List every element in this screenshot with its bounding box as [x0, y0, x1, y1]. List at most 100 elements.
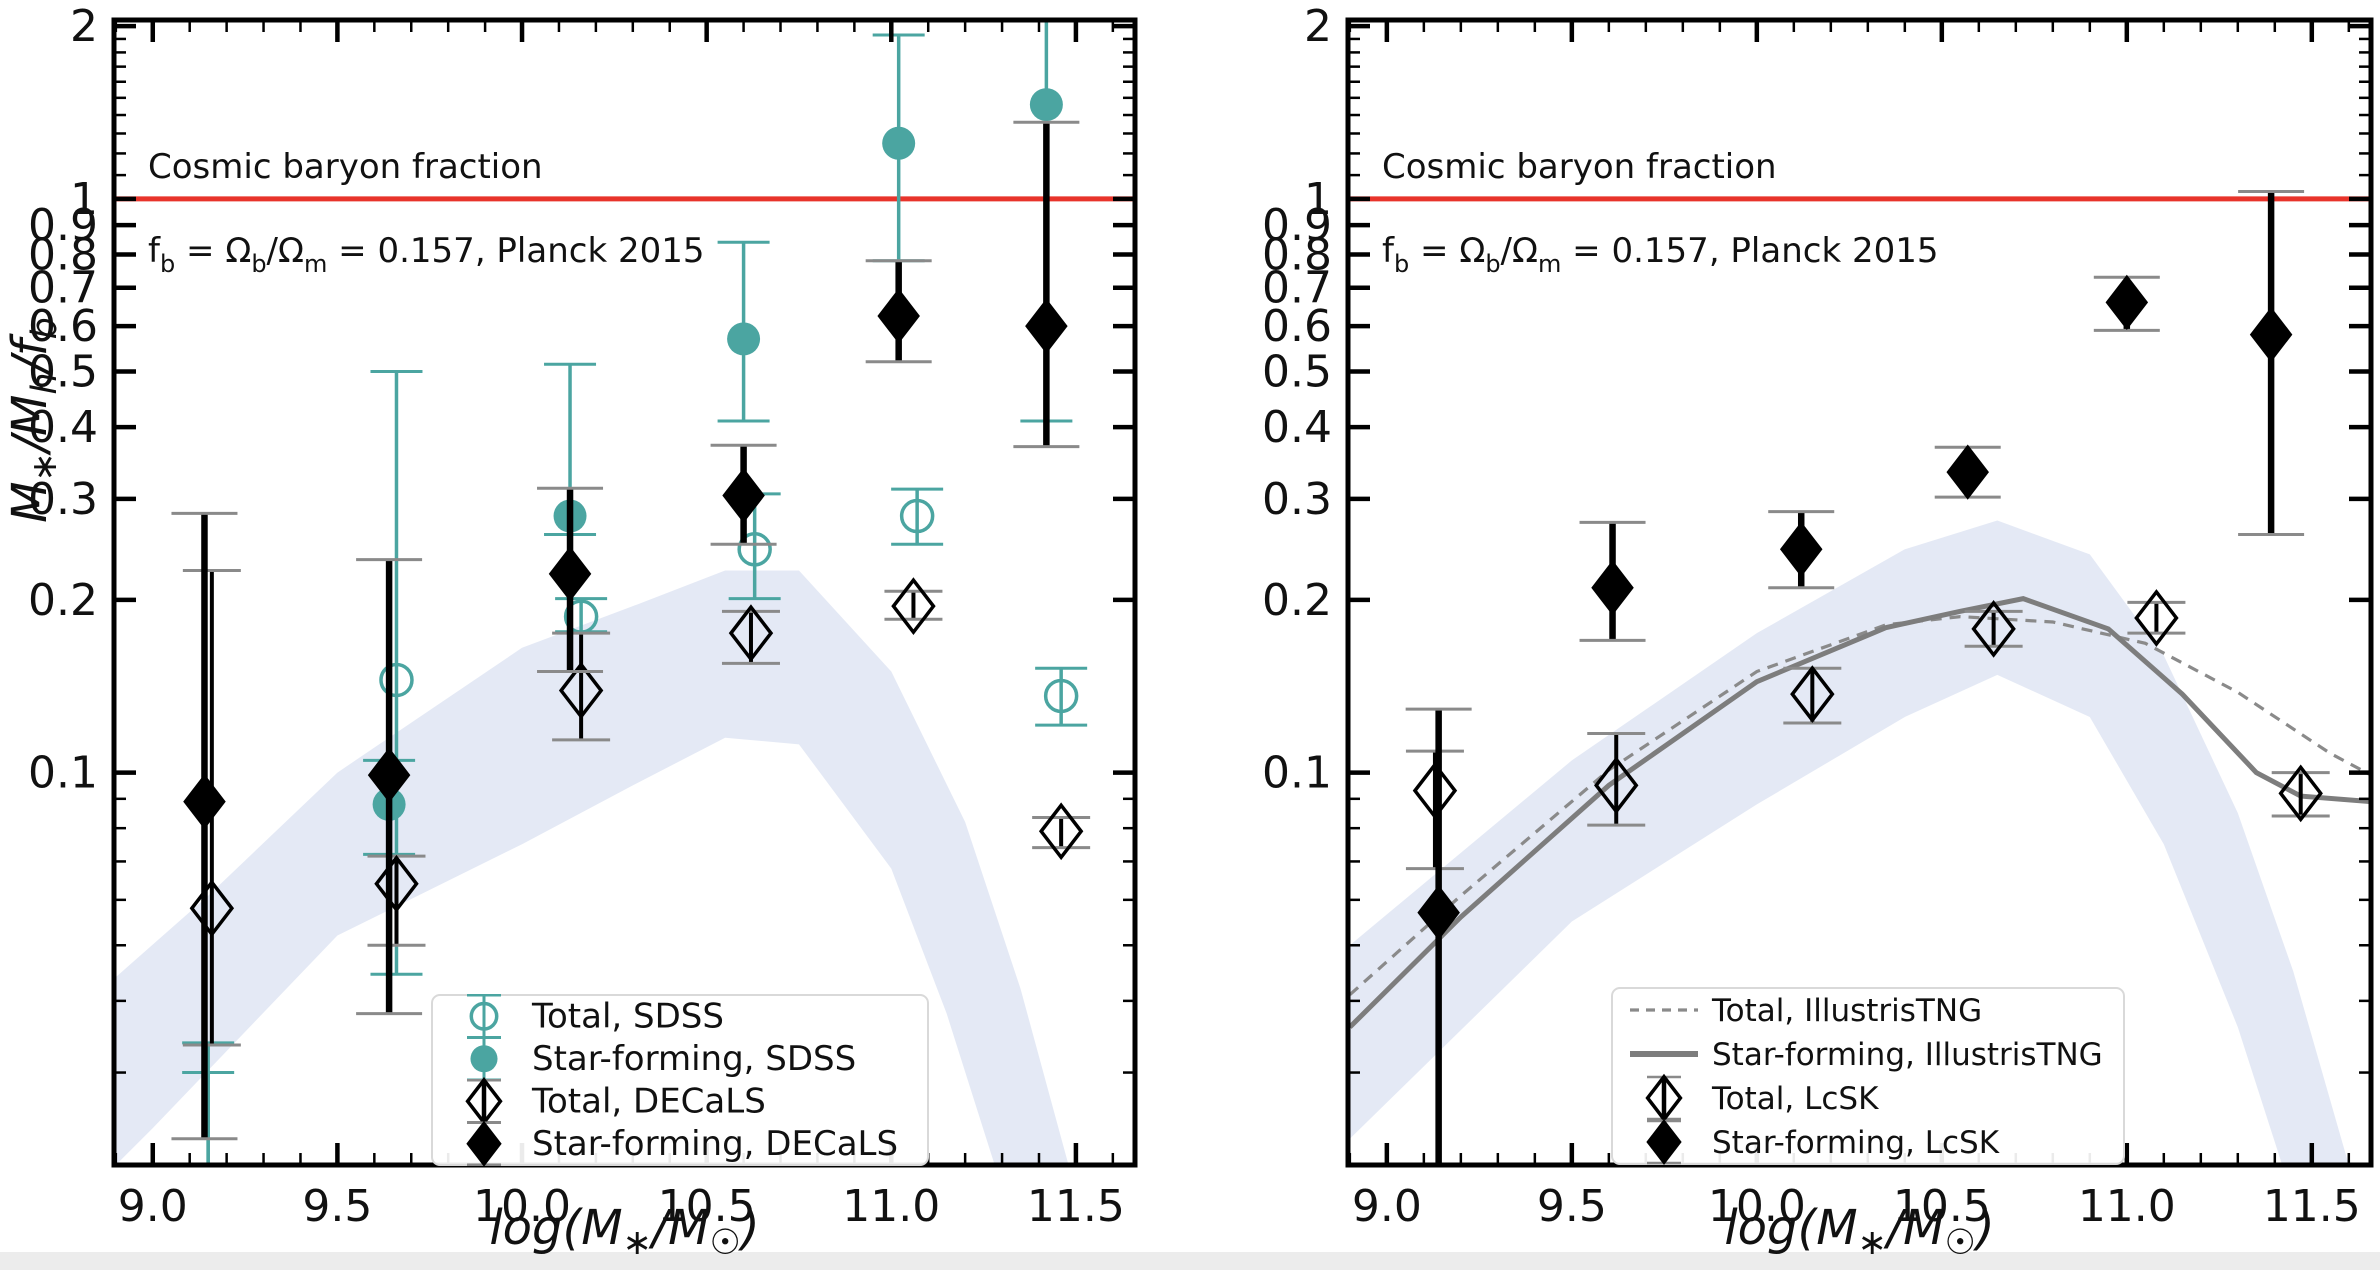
marker-filled-circle	[882, 126, 916, 160]
x-axis-label: log(M∗​/M☉​)	[1724, 1200, 1994, 1263]
legend-item-tng-total: Total, IllustrisTNG	[1630, 993, 1982, 1029]
legend-item-sf-sdss: Star-forming, SDSS	[467, 1036, 856, 1081]
marker-filled-diamond	[1779, 521, 1823, 577]
data-point	[1579, 520, 1646, 642]
x-tick-label: 10.5	[658, 1181, 756, 1232]
x-tick-label: 10.0	[1708, 1181, 1806, 1232]
data-point	[891, 487, 944, 546]
legend-label: Star-forming, SDSS	[532, 1039, 856, 1079]
x-tick-label: 11.5	[1027, 1181, 1125, 1232]
abundance-matching-band	[1349, 520, 2349, 1165]
marker-filled-diamond	[877, 288, 920, 344]
marker-filled-diamond	[2249, 306, 2293, 363]
y-tick-label: 2	[70, 1, 98, 52]
baryon-fraction-value-label: fb​ = Ωb​/Ωm​ = 0.157, Planck 2015	[148, 231, 704, 278]
marker-open-circle	[737, 532, 772, 567]
marker-open-diamond	[1971, 600, 2016, 658]
y-tick-label: 0.8	[1262, 229, 1332, 280]
x-axis-label: log(M∗​/M☉​)	[489, 1200, 759, 1263]
marker-filled-diamond	[2105, 274, 2149, 331]
data-point	[1405, 707, 1472, 1165]
legend-label: Total, DECaLS	[531, 1081, 766, 1121]
line-tng-total	[1348, 615, 2371, 996]
y-tick-label: 0.2	[1262, 575, 1332, 626]
marker-filled-diamond	[183, 773, 226, 830]
legend-item-sf-lcsk: Star-forming, LcSK	[1646, 1119, 2000, 1165]
right-panel: 9.0 9.5 10.0 10.5 11.0 11.5210.90.80.70.60.50…	[1262, 1, 2374, 1263]
legend-item-sf-decals: Star-forming, DECaLS	[466, 1120, 898, 1167]
data-point	[1587, 731, 1646, 827]
data-point	[356, 558, 423, 1016]
legend-box	[1611, 987, 2125, 1165]
x-tick-label: 9.5	[1537, 1181, 1607, 1232]
marker-open-diamond	[2134, 589, 2179, 647]
data-point	[1032, 802, 1091, 861]
marker-open-diamond	[728, 604, 774, 663]
marker-filled-diamond	[1025, 298, 1068, 354]
legend: Total, IllustrisTNG Star-forming, Illustr…	[1611, 987, 2125, 1165]
legend-label: Star-forming, LcSK	[1712, 1125, 2000, 1161]
data-point	[717, 240, 770, 423]
y-tick-label: 0.4	[1262, 402, 1332, 453]
x-tick-label: 9.0	[1352, 1181, 1422, 1232]
marker-open-diamond	[558, 661, 604, 720]
y-tick-label: 0.7	[1262, 263, 1332, 314]
marker-open-diamond	[1412, 761, 1458, 820]
bottom-chrome-bar	[0, 1252, 2380, 1270]
data-point	[182, 1071, 235, 1165]
marker-open-diamond	[1790, 665, 1835, 723]
legend-box	[431, 994, 929, 1166]
y-tick-label: 0.9	[28, 200, 98, 251]
data-point	[1405, 749, 1464, 871]
marker-open-circle	[899, 498, 935, 534]
marker-filled-diamond	[1591, 560, 1634, 616]
legend-label: Total, LcSK	[1711, 1081, 1879, 1117]
marker-filled-circle	[1029, 88, 1063, 122]
data-point	[2238, 189, 2305, 536]
data-point	[1964, 600, 2023, 658]
y-axis-label: M∗​/Mh​/fb​	[2, 317, 65, 523]
data-point	[1768, 510, 1835, 590]
data-point	[1013, 120, 1080, 449]
x-tick-label: 11.0	[2078, 1181, 2176, 1232]
data-point	[865, 259, 932, 364]
data-point	[721, 604, 780, 665]
y-tick-label: 0.2	[28, 575, 98, 626]
data-point	[537, 486, 604, 674]
legend-item-tng-sf: Star-forming, IllustrisTNG	[1630, 1037, 2103, 1073]
marker-filled-circle	[470, 1045, 498, 1073]
marker-open-diamond	[1594, 756, 1639, 815]
y-tick-label: 0.1	[28, 748, 98, 799]
y-tick-label: 0.8	[28, 229, 98, 280]
data-point	[171, 511, 238, 1141]
marker-open-diamond	[2278, 764, 2323, 823]
marker-filled-diamond	[1646, 1119, 1682, 1165]
y-tick-label: 0.5	[28, 347, 98, 398]
marker-filled-circle	[727, 322, 761, 356]
data-point	[2093, 274, 2160, 332]
x-tick-label: 11.0	[842, 1181, 940, 1232]
marker-filled-diamond	[367, 747, 411, 803]
cosmic-baryon-fraction-label: Cosmic baryon fraction	[1382, 147, 1777, 187]
cosmic-baryon-fraction-label: Cosmic baryon fraction	[148, 147, 543, 187]
y-tick-label: 1	[1304, 174, 1332, 225]
y-tick-label: 0.9	[1262, 200, 1332, 251]
marker-filled-diamond	[1946, 444, 1989, 500]
x-tick-label: 10.5	[1893, 1181, 1991, 1232]
x-tick-label: 11.5	[2263, 1181, 2361, 1232]
y-tick-label: 2	[1304, 1, 1332, 52]
data-point	[552, 631, 611, 742]
y-tick-label: 0.1	[1262, 748, 1332, 799]
data-point	[2271, 764, 2330, 823]
marker-filled-diamond	[548, 546, 592, 602]
data-point	[367, 854, 426, 947]
marker-open-diamond	[1038, 802, 1084, 861]
data-point	[1934, 444, 2001, 500]
x-tick-label: 10.0	[473, 1181, 571, 1232]
marker-open-diamond	[374, 854, 419, 913]
marker-open-diamond	[189, 879, 235, 938]
series-total-lcsk	[1405, 589, 2330, 871]
y-tick-label: 0.6	[28, 301, 98, 352]
